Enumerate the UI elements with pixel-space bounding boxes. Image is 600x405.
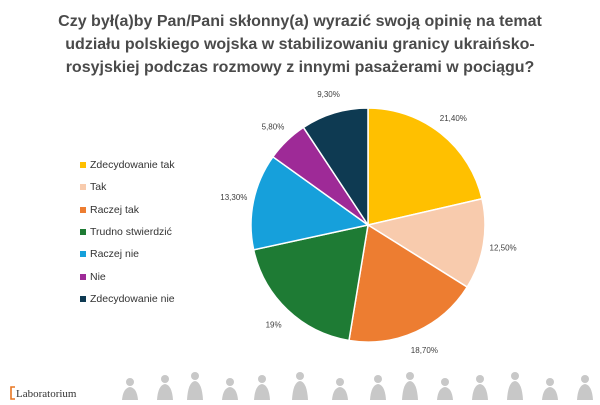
person-silhouette — [402, 372, 418, 400]
data-label-3: 19% — [266, 320, 282, 329]
data-label-4: 13,30% — [220, 193, 247, 202]
person-silhouette — [437, 378, 453, 400]
person-silhouette — [254, 375, 270, 400]
person-silhouette — [577, 375, 593, 400]
legend-item-6: Zdecydowanie nie — [80, 288, 175, 310]
pie-slice-2 — [348, 223, 469, 343]
people-silhouettes — [122, 372, 593, 400]
legend-swatch — [80, 229, 86, 236]
legend-label: Tak — [90, 181, 107, 194]
legend-item-0: Zdecydowanie tak — [80, 154, 175, 176]
legend-swatch — [80, 184, 86, 191]
legend-item-3: Trudno stwierdzić — [80, 221, 175, 243]
data-label-1: 12,50% — [490, 244, 517, 253]
legend-label: Nie — [90, 270, 106, 283]
pie-slice-0 — [367, 107, 483, 226]
person-silhouette — [157, 375, 173, 400]
logo — [10, 386, 16, 400]
pie-data-labels: 21,40% 12,50% 18,70% 19% 13,30% 5,80% 9,30% — [220, 90, 516, 355]
legend-swatch — [80, 251, 86, 258]
legend-swatch — [80, 206, 86, 213]
pie-slice-4 — [250, 155, 370, 251]
legend-item-4: Raczej nie — [80, 243, 175, 265]
data-label-2: 18,70% — [411, 346, 438, 355]
chart-title: Czy był(a)by Pan/Pani skłonny(a) wyrazić… — [20, 10, 580, 79]
legend-swatch — [80, 162, 86, 169]
pie-slices — [250, 107, 486, 343]
pie-slice-1 — [366, 197, 486, 289]
chart-legend: Zdecydowanie tak Tak Raczej tak Trudno stwi… — [80, 154, 175, 310]
title-line-1: Czy był(a)by Pan/Pani skłonny(a) wyrazić… — [58, 13, 542, 30]
legend-swatch — [80, 295, 86, 302]
legend-item-2: Raczej tak — [80, 199, 175, 221]
legend-label: Raczej nie — [90, 248, 140, 261]
logo-text: Laboratorium — [16, 388, 77, 400]
legend-item-5: Nie — [80, 265, 175, 287]
legend-label: Raczej tak — [90, 203, 140, 216]
pie-slice-6 — [302, 107, 369, 228]
legend-swatch — [80, 273, 86, 280]
logo-bracket-icon — [10, 386, 15, 400]
pie-slice-3 — [252, 224, 369, 342]
data-label-5: 5,80% — [262, 122, 285, 131]
footer-band: Laboratorium — [0, 362, 600, 400]
data-label-6: 9,30% — [317, 90, 340, 99]
person-silhouette — [222, 378, 238, 400]
title-line-3: rosyjskiej podczas rozmowy z innymi pasa… — [65, 59, 535, 76]
person-silhouette — [122, 378, 138, 400]
legend-label: Zdecydowanie nie — [90, 292, 175, 305]
legend-label: Trudno stwierdzić — [90, 226, 172, 239]
person-silhouette — [507, 372, 523, 400]
person-silhouette — [187, 372, 203, 400]
legend-label: Zdecydowanie tak — [90, 159, 175, 172]
person-silhouette — [370, 375, 386, 400]
title-line-2: udziału polskiego wojska w stabilizowani… — [65, 36, 535, 53]
person-silhouette — [472, 375, 488, 400]
data-label-0: 21,40% — [440, 114, 467, 123]
person-silhouette — [332, 378, 348, 400]
person-silhouette — [542, 378, 558, 400]
legend-item-1: Tak — [80, 176, 175, 198]
person-silhouette — [292, 372, 308, 400]
